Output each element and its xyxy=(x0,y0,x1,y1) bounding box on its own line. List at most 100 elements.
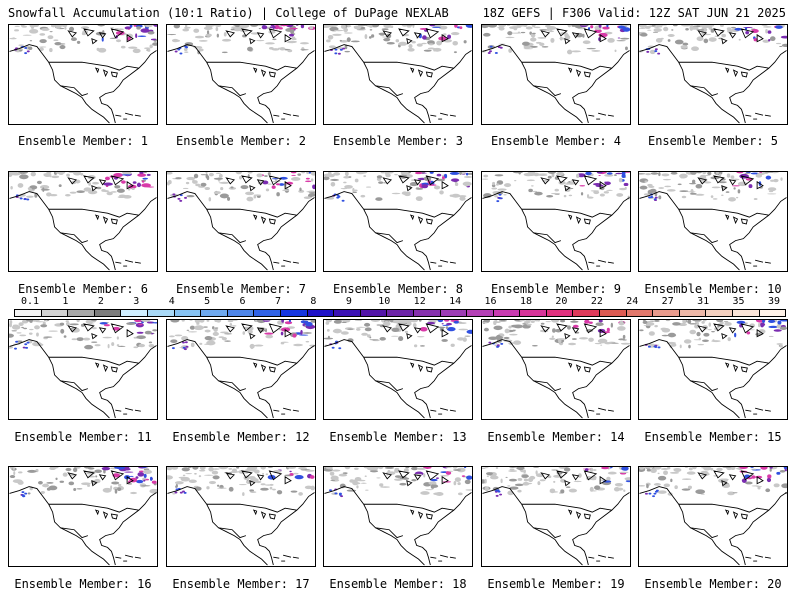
snowfall-map xyxy=(482,467,630,566)
border-usa-mexico xyxy=(60,232,89,244)
legend-swatch xyxy=(334,310,361,316)
snowfall-map xyxy=(639,172,787,271)
border-usa-canada xyxy=(48,61,139,71)
caribbean-islands xyxy=(115,407,141,415)
great-lakes xyxy=(252,67,276,78)
ensemble-map-panel xyxy=(166,319,316,420)
border-usa-canada xyxy=(363,503,454,513)
caribbean-islands xyxy=(588,554,614,562)
border-usa-mexico xyxy=(690,85,719,97)
legend-tick-label: 2 xyxy=(97,296,104,307)
caribbean-islands xyxy=(430,407,456,415)
border-usa-mexico xyxy=(375,85,404,97)
snowfall-map xyxy=(482,25,630,124)
coastline xyxy=(9,191,157,271)
snowfall-map xyxy=(482,320,630,419)
ensemble-member-label: Ensemble Member: 12 xyxy=(172,430,310,444)
snowfall-shading xyxy=(324,172,472,202)
border-usa-mexico xyxy=(375,527,404,539)
coastline xyxy=(167,486,315,566)
caribbean-islands xyxy=(745,259,771,267)
ensemble-member-label: Ensemble Member: 20 xyxy=(644,577,782,591)
arctic-islands xyxy=(540,28,607,45)
legend-tick-label: 20 xyxy=(555,296,568,307)
border-usa-canada xyxy=(48,503,139,513)
border-usa-canada xyxy=(678,208,769,218)
ensemble-map-panel xyxy=(323,24,473,125)
ensemble-map-panel xyxy=(323,466,473,567)
legend-tick-label: 10 xyxy=(378,296,391,307)
ensemble-map-panel xyxy=(8,319,158,420)
border-usa-canada xyxy=(206,61,297,71)
snowfall-shading xyxy=(639,172,783,202)
great-lakes xyxy=(567,509,591,520)
border-usa-mexico xyxy=(60,527,89,539)
ensemble-member-label: Ensemble Member: 7 xyxy=(175,282,307,296)
model-run-info: 18Z GEFS | F306 Valid: 12Z SAT JUN 21 20… xyxy=(482,6,786,20)
arctic-islands xyxy=(697,323,764,340)
border-usa-canada xyxy=(206,503,297,513)
coastline xyxy=(167,191,315,271)
legend-swatch xyxy=(546,310,574,316)
border-usa-canada xyxy=(521,61,612,71)
ensemble-map-panel xyxy=(481,24,631,125)
arctic-islands xyxy=(540,323,607,340)
legend-swatch xyxy=(733,310,760,316)
legend-swatch xyxy=(147,310,175,316)
great-lakes xyxy=(252,509,276,520)
arctic-islands xyxy=(697,175,764,192)
coastline xyxy=(324,191,472,271)
border-usa-canada xyxy=(48,356,139,366)
snowfall-map xyxy=(639,467,787,566)
arctic-islands xyxy=(540,470,607,487)
ensemble-member-label: Ensemble Member: 19 xyxy=(487,577,625,591)
border-usa-canada xyxy=(521,208,612,218)
border-usa-mexico xyxy=(533,232,562,244)
great-lakes xyxy=(567,67,591,78)
arctic-islands xyxy=(67,28,134,45)
legend-swatch xyxy=(759,310,786,316)
caribbean-islands xyxy=(115,259,141,267)
snowfall-shading xyxy=(482,172,630,203)
arctic-islands xyxy=(67,175,134,192)
ensemble-map-panel xyxy=(638,24,788,125)
border-usa-mexico xyxy=(690,380,719,392)
snowfall-map xyxy=(9,320,157,419)
legend-tick-label: 3 xyxy=(133,296,140,307)
border-usa-mexico xyxy=(533,527,562,539)
ensemble-map-panel xyxy=(481,171,631,272)
snowfall-shading xyxy=(9,320,157,350)
legend-tick-label: 9 xyxy=(345,296,352,307)
arctic-islands xyxy=(697,28,764,45)
arctic-islands xyxy=(540,175,607,192)
legend-swatch xyxy=(520,310,547,316)
ensemble-member-label: Ensemble Member: 3 xyxy=(332,134,464,148)
great-lakes xyxy=(724,509,748,520)
caribbean-islands xyxy=(745,112,771,120)
legend-swatch xyxy=(360,310,388,316)
border-usa-canada xyxy=(521,356,612,366)
ensemble-member-label: Ensemble Member: 13 xyxy=(329,430,467,444)
legend-swatch xyxy=(600,310,627,316)
border-usa-canada xyxy=(678,503,769,513)
great-lakes xyxy=(567,214,591,225)
snowfall-map xyxy=(482,172,630,271)
legend-labels: 0.1 1 2 3 4 5 6 7 8 9 10 12 14 16 18 20 22 24 27 31 35 39 xyxy=(0,296,800,308)
ensemble-member-label: Ensemble Member: 17 xyxy=(172,577,310,591)
legend-tick-label: 6 xyxy=(239,296,246,307)
arctic-islands xyxy=(382,28,449,45)
border-usa-mexico xyxy=(218,380,247,392)
ensemble-map-panel xyxy=(481,466,631,567)
coastline xyxy=(639,486,787,566)
snowfall-map xyxy=(639,320,787,419)
legend-tick-label: 7 xyxy=(274,296,282,307)
legend-swatch xyxy=(68,310,95,316)
border-usa-mexico xyxy=(375,232,404,244)
ensemble-member-label: Ensemble Member: 4 xyxy=(490,134,622,148)
legend-swatch xyxy=(227,310,255,316)
snowfall-shading xyxy=(167,172,315,202)
ensemble-member-label: Ensemble Member: 5 xyxy=(647,134,779,148)
snowfall-map xyxy=(9,172,157,271)
legend-swatch xyxy=(121,310,148,316)
legend-swatch xyxy=(679,310,707,316)
